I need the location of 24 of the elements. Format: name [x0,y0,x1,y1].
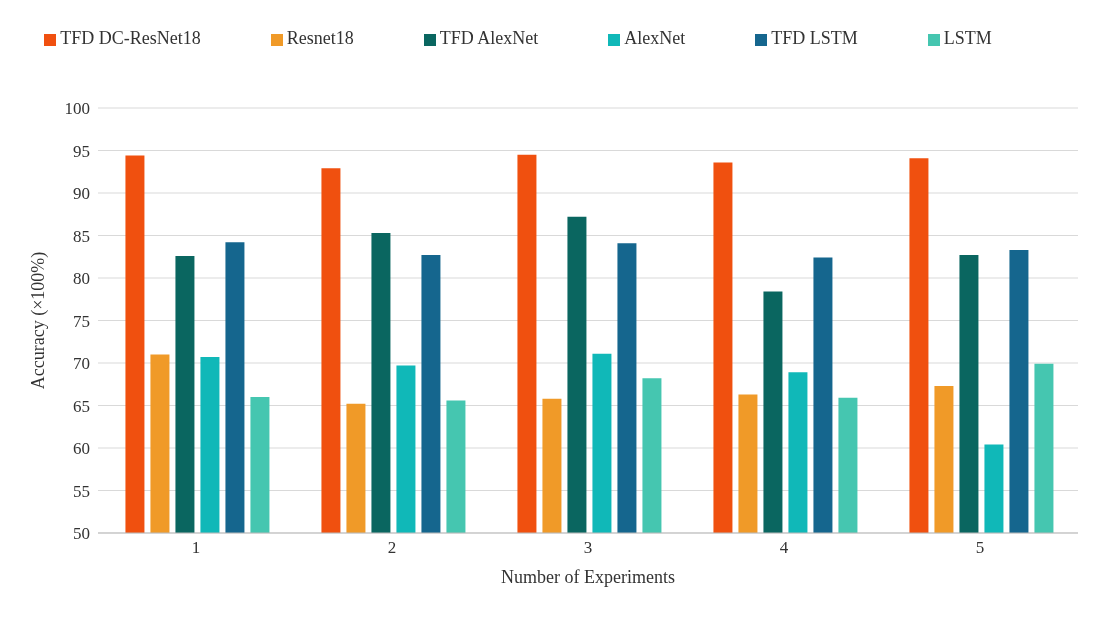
legend-label: LSTM [943,28,992,48]
legend-label: TFD LSTM [771,28,858,48]
y-tick-label: 90 [73,184,90,204]
y-tick-label: 55 [73,481,90,501]
y-tick-label: 65 [73,396,90,416]
legend-label: Resnet18 [286,28,354,48]
y-tick-label: 100 [64,99,90,119]
x-axis-title: Number of Experiments [501,567,675,587]
y-tick-label: 70 [73,354,90,374]
y-tick-label: 80 [73,269,90,289]
x-tick-label: 3 [583,538,593,558]
y-tick-label: 85 [73,226,90,246]
y-tick-label: 60 [73,439,90,459]
y-tick-label: 95 [73,141,90,161]
x-tick-label: 1 [191,538,201,558]
legend-label: TFD DC-ResNet18 [60,28,201,48]
legend-label: AlexNet [624,28,686,48]
x-tick-label: 4 [779,538,789,558]
x-tick-label: 5 [975,538,985,558]
y-axis-title: Accuracy (×100%) [28,251,50,390]
x-tick-label: 2 [387,538,397,558]
y-tick-label: 75 [73,311,90,331]
y-tick-label: 50 [73,524,90,544]
legend-label: TFD AlexNet [439,28,539,48]
